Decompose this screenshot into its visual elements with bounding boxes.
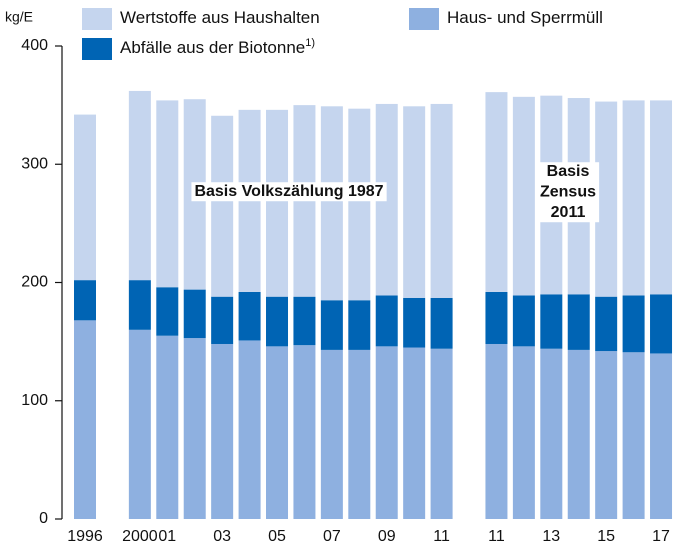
bar-segment bbox=[650, 353, 673, 519]
annotation: Basis Volkszählung 1987 bbox=[191, 182, 387, 202]
bar-segment bbox=[211, 343, 234, 519]
bar-segment bbox=[266, 109, 289, 297]
bar-segment bbox=[430, 103, 453, 298]
bar-segment bbox=[567, 349, 590, 519]
bar-segment bbox=[375, 103, 398, 296]
bar-segment bbox=[128, 329, 151, 519]
bar-segment bbox=[622, 352, 645, 519]
bar-segment bbox=[430, 297, 453, 349]
bar-segment bbox=[74, 280, 96, 321]
bar-segment bbox=[622, 100, 645, 296]
legend-text: Wertstoffe aus Haushalten bbox=[120, 8, 320, 27]
x-tick-label: 13 bbox=[542, 528, 560, 545]
bar-segment bbox=[74, 320, 96, 519]
annotation-bg bbox=[191, 182, 387, 202]
bar-segment bbox=[595, 351, 618, 519]
annotation-bg bbox=[536, 162, 600, 223]
legend-label: Wertstoffe aus Haushalten bbox=[120, 8, 320, 27]
x-tick-label: 1996 bbox=[67, 528, 103, 545]
bar-segment bbox=[211, 296, 234, 344]
bar-segment bbox=[485, 92, 508, 292]
bar-segment bbox=[293, 296, 316, 346]
bar-segment bbox=[403, 347, 426, 519]
bar-segment bbox=[238, 340, 261, 519]
bar-segment bbox=[74, 114, 96, 281]
annotation-text: Basis bbox=[547, 163, 590, 180]
bar-segment bbox=[622, 295, 645, 353]
legend-text: Haus- und Sperrmüll bbox=[447, 8, 603, 27]
bar-segment bbox=[430, 348, 453, 519]
bar-segment bbox=[375, 346, 398, 519]
legend-swatch bbox=[82, 8, 112, 30]
bar-segment bbox=[183, 289, 206, 339]
x-tick-label: 11 bbox=[433, 528, 450, 545]
bar-segment bbox=[540, 348, 563, 519]
bar-segment bbox=[348, 108, 371, 301]
x-tick-label: 01 bbox=[158, 528, 176, 545]
bar-segment bbox=[567, 294, 590, 350]
bar-segment bbox=[348, 349, 371, 519]
x-tick-label: 05 bbox=[268, 528, 286, 545]
bar-segment bbox=[403, 106, 426, 298]
legend-text: Abfälle aus der Biotonne bbox=[120, 38, 305, 57]
bar-segment bbox=[540, 294, 563, 349]
x-tick-label: 15 bbox=[597, 528, 615, 545]
bar-segment bbox=[238, 291, 261, 341]
footnote-marker: 1) bbox=[305, 37, 315, 49]
annotation-text: Zensus bbox=[540, 184, 596, 201]
legend-swatch bbox=[409, 8, 439, 30]
bar-segment bbox=[128, 90, 151, 281]
y-tick-label: 300 bbox=[21, 155, 48, 172]
y-axis-label: kg/E bbox=[5, 9, 33, 25]
y-tick-label: 0 bbox=[39, 510, 48, 527]
annotation: Basis Zensus 2011 bbox=[536, 162, 600, 223]
y-tick-label: 200 bbox=[21, 274, 48, 291]
legend-swatch bbox=[82, 38, 112, 60]
legend-label: Abfälle aus der Biotonne1) bbox=[120, 37, 315, 58]
x-tick-label: 09 bbox=[378, 528, 396, 545]
bar-segment bbox=[128, 280, 151, 330]
bar-segment bbox=[375, 295, 398, 347]
bar-segment bbox=[512, 346, 535, 519]
x-tick-label: 2000 bbox=[122, 528, 158, 545]
bar-segment bbox=[403, 297, 426, 348]
bar-segment bbox=[650, 294, 673, 354]
x-tick-label: 03 bbox=[213, 528, 231, 545]
bar-segment bbox=[320, 349, 343, 519]
bar-segment bbox=[266, 346, 289, 519]
bar-segment bbox=[211, 115, 234, 297]
y-tick-label: 400 bbox=[21, 37, 48, 54]
annotation-text: 2011 bbox=[551, 204, 586, 221]
bar-segment bbox=[156, 335, 179, 519]
bar-segment bbox=[266, 296, 289, 347]
bar-segment bbox=[650, 100, 673, 295]
annotation-text: Basis Volkszählung 1987 bbox=[194, 183, 383, 200]
bar-segment bbox=[320, 106, 343, 301]
bar-segment bbox=[595, 101, 618, 297]
x-tick-label: 11 bbox=[488, 528, 505, 545]
bar-segment bbox=[156, 287, 179, 336]
bar-segment bbox=[183, 338, 206, 519]
bar-segment bbox=[485, 291, 508, 344]
bar-segment bbox=[512, 295, 535, 347]
bar-segment bbox=[348, 300, 371, 350]
y-tick-label: 100 bbox=[21, 392, 48, 409]
x-tick-label: 17 bbox=[652, 528, 670, 545]
legend-label: Haus- und Sperrmüll bbox=[447, 8, 603, 27]
bar-segment bbox=[512, 96, 535, 296]
bar-segment bbox=[156, 100, 179, 288]
bar-segment bbox=[320, 300, 343, 350]
bar-segment bbox=[293, 345, 316, 519]
bar-segment bbox=[595, 296, 618, 352]
bar-segment bbox=[485, 343, 508, 519]
x-tick-label: 07 bbox=[323, 528, 341, 545]
